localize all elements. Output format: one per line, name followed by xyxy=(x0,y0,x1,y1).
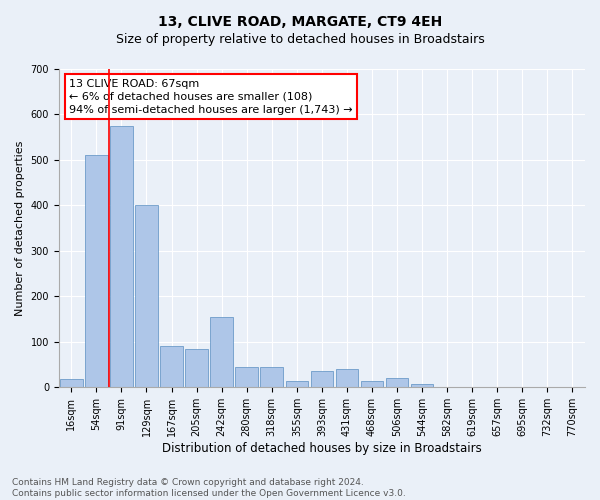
Bar xyxy=(311,372,333,388)
Bar xyxy=(185,348,208,388)
Bar xyxy=(335,369,358,388)
Bar xyxy=(85,156,107,388)
X-axis label: Distribution of detached houses by size in Broadstairs: Distribution of detached houses by size … xyxy=(162,442,482,455)
Bar xyxy=(286,380,308,388)
Bar xyxy=(361,380,383,388)
Bar xyxy=(135,206,158,388)
Bar xyxy=(110,126,133,388)
Bar xyxy=(411,384,433,388)
Bar xyxy=(160,346,183,388)
Text: 13 CLIVE ROAD: 67sqm
← 6% of detached houses are smaller (108)
94% of semi-detac: 13 CLIVE ROAD: 67sqm ← 6% of detached ho… xyxy=(70,78,353,115)
Text: 13, CLIVE ROAD, MARGATE, CT9 4EH: 13, CLIVE ROAD, MARGATE, CT9 4EH xyxy=(158,15,442,29)
Bar xyxy=(260,367,283,388)
Text: Contains HM Land Registry data © Crown copyright and database right 2024.
Contai: Contains HM Land Registry data © Crown c… xyxy=(12,478,406,498)
Bar xyxy=(386,378,409,388)
Text: Size of property relative to detached houses in Broadstairs: Size of property relative to detached ho… xyxy=(116,32,484,46)
Bar xyxy=(235,367,258,388)
Bar xyxy=(60,379,83,388)
Y-axis label: Number of detached properties: Number of detached properties xyxy=(15,140,25,316)
Bar xyxy=(211,317,233,388)
